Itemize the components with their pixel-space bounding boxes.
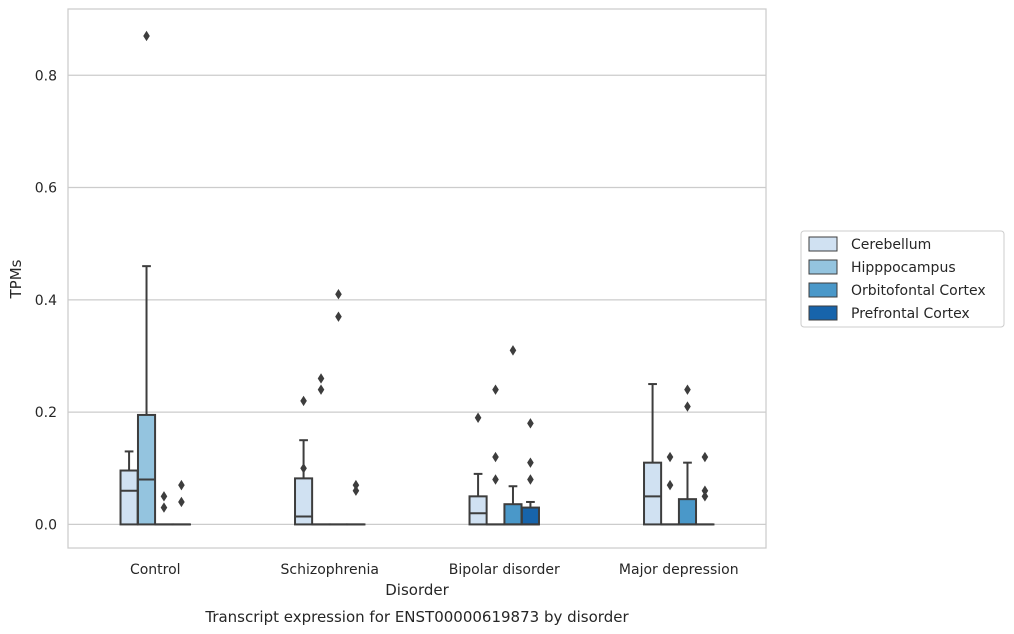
plot-area <box>68 9 766 548</box>
y-axis-label: TPMs <box>7 259 25 299</box>
box-prefrontal-cortex <box>520 418 540 526</box>
box-hipppocampus <box>136 30 157 526</box>
outlier-point <box>317 384 325 395</box>
box-hipppocampus <box>485 384 506 526</box>
legend: Cerebellum Hipppocampus Orbitofontal Corte… <box>800 230 1005 328</box>
x-tick-label: Bipolar disorder <box>449 562 560 578</box>
box-body <box>643 461 663 526</box>
outlier-point <box>666 479 674 491</box>
outlier-point <box>335 311 342 322</box>
outlier-point <box>527 457 534 468</box>
x-tick-labels: Control Schizophrenia Bipolar disorder Majo… <box>130 562 739 578</box>
outlier-point <box>492 384 499 395</box>
outlier-point <box>178 479 185 491</box>
box-body <box>119 469 139 526</box>
outlier-point <box>684 384 691 395</box>
y-tick-label: 0.2 <box>35 405 57 421</box>
outlier-point <box>527 418 534 429</box>
legend-label: Hipppocampus <box>851 260 956 276</box>
box-cerebellum <box>468 412 488 526</box>
legend-swatch <box>808 305 838 321</box>
outlier-point <box>317 373 325 384</box>
box-prefrontal-cortex <box>171 479 191 526</box>
x-tick-label: Schizophrenia <box>281 562 379 578</box>
box-body <box>294 477 314 526</box>
box-body <box>520 506 540 526</box>
box-prefrontal-cortex <box>346 479 366 526</box>
box-cerebellum <box>643 383 663 526</box>
plot-frame <box>67 8 767 549</box>
x-axis-label: Disorder <box>385 581 449 599</box>
box-orbitofontal-cortex <box>503 345 523 526</box>
legend-label: Orbitofontal Cortex <box>851 283 986 299</box>
outlier-point <box>300 395 307 407</box>
legend-swatch <box>808 236 838 252</box>
box-marks <box>119 30 715 526</box>
outlier-point <box>352 479 360 491</box>
y-tick-label: 0.0 <box>35 517 57 533</box>
x-tick-label: Control <box>130 562 181 578</box>
legend-label: Prefrontal Cortex <box>851 306 970 322</box>
y-tick-label: 0.8 <box>35 68 57 84</box>
box-cerebellum <box>294 395 314 526</box>
box-body <box>468 495 488 526</box>
x-tick-label: Major depression <box>619 562 739 578</box>
y-tick-labels: 0.0 0.2 0.4 0.6 0.8 <box>35 68 57 533</box>
box-prefrontal-cortex <box>695 451 715 526</box>
chart-caption: Transcript expression for ENST0000061987… <box>204 608 629 626</box>
legend-swatch <box>808 259 838 275</box>
outlier-point <box>335 289 342 300</box>
y-tick-label: 0.4 <box>35 293 57 309</box>
outlier-point <box>143 30 150 42</box>
outlier-point <box>178 496 185 508</box>
outlier-point <box>701 485 709 496</box>
box-body <box>136 413 157 526</box>
outlier-point <box>701 451 709 463</box>
outlier-point <box>492 451 499 463</box>
outlier-point <box>160 502 168 513</box>
legend-frame <box>800 230 1005 328</box>
outlier-point <box>684 401 691 412</box>
outlier-point <box>474 412 482 423</box>
outlier-point <box>352 485 360 496</box>
box-orbitofontal-cortex <box>677 384 698 526</box>
outlier-point <box>160 491 168 502</box>
box-cerebellum <box>119 450 139 526</box>
outlier-point <box>701 491 709 502</box>
legend-label: Cerebellum <box>851 237 931 253</box>
outlier-point <box>509 345 517 356</box>
outlier-point <box>666 451 674 463</box>
outlier-point <box>492 474 499 485</box>
outlier-point <box>527 474 534 485</box>
y-tick-label: 0.6 <box>35 181 57 197</box>
box-body <box>677 498 698 526</box>
legend-swatch <box>808 282 838 298</box>
box-body <box>503 503 523 526</box>
outlier-point <box>300 463 307 474</box>
